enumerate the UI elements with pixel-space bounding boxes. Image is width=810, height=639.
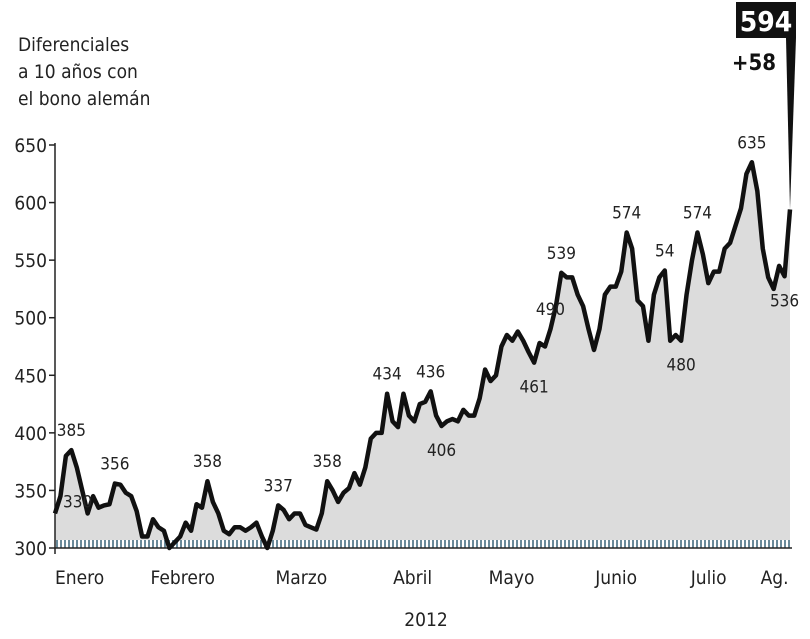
data-label: 406	[427, 441, 456, 461]
area	[55, 162, 790, 548]
y-tick-label: 550	[14, 250, 47, 272]
y-label-line: Diferenciales	[18, 34, 129, 56]
data-label: 574	[612, 204, 641, 224]
callout-pointer	[786, 38, 796, 210]
x-tick-label: Junio	[594, 567, 637, 589]
data-label: 54	[655, 242, 674, 262]
x-tick-label: Enero	[55, 567, 104, 589]
callout-change: +58	[732, 51, 776, 76]
data-label: 434	[373, 365, 402, 385]
x-tick-label: Mayo	[489, 567, 535, 589]
x-tick-label: Julio	[690, 567, 727, 589]
y-tick-label: 350	[14, 480, 47, 502]
x-tick-label: Marzo	[276, 567, 328, 589]
y-axis-label: Diferenciales a 10 años con el bono alemán	[18, 34, 150, 110]
data-label: 436	[416, 362, 445, 382]
data-label: 337	[264, 476, 293, 496]
y-label-line: a 10 años con	[18, 61, 138, 83]
data-label: 490	[536, 300, 565, 320]
x-tick-label: Febrero	[151, 567, 215, 589]
x-tick-label: Ag.	[761, 567, 789, 589]
data-label: 330	[63, 492, 92, 512]
y-label-line: el bono alemán	[18, 88, 150, 110]
data-label: 461	[520, 378, 549, 398]
callout-box	[736, 2, 796, 38]
x-tick-label: Abril	[393, 567, 432, 589]
data-label: 356	[100, 455, 129, 475]
y-tick-label: 650	[14, 135, 47, 157]
y-tick-label: 500	[14, 308, 47, 330]
y-tick-label: 450	[14, 365, 47, 387]
line	[52, 160, 793, 551]
data-label: 536	[770, 291, 799, 311]
y-tick-label: 400	[14, 423, 47, 445]
data-label: 385	[57, 421, 86, 441]
data-label: 358	[313, 452, 342, 472]
data-label: 480	[667, 356, 696, 376]
data-label: 358	[193, 452, 222, 472]
baseline-band	[55, 540, 792, 548]
y-tick-label: 300	[14, 538, 47, 560]
x-axis-label: 2012	[404, 609, 448, 631]
y-tick-label: 600	[14, 193, 47, 215]
callout-value: 594	[740, 5, 793, 38]
data-label: 635	[737, 133, 766, 153]
data-label: 539	[547, 244, 576, 264]
data-label: 574	[683, 204, 712, 224]
